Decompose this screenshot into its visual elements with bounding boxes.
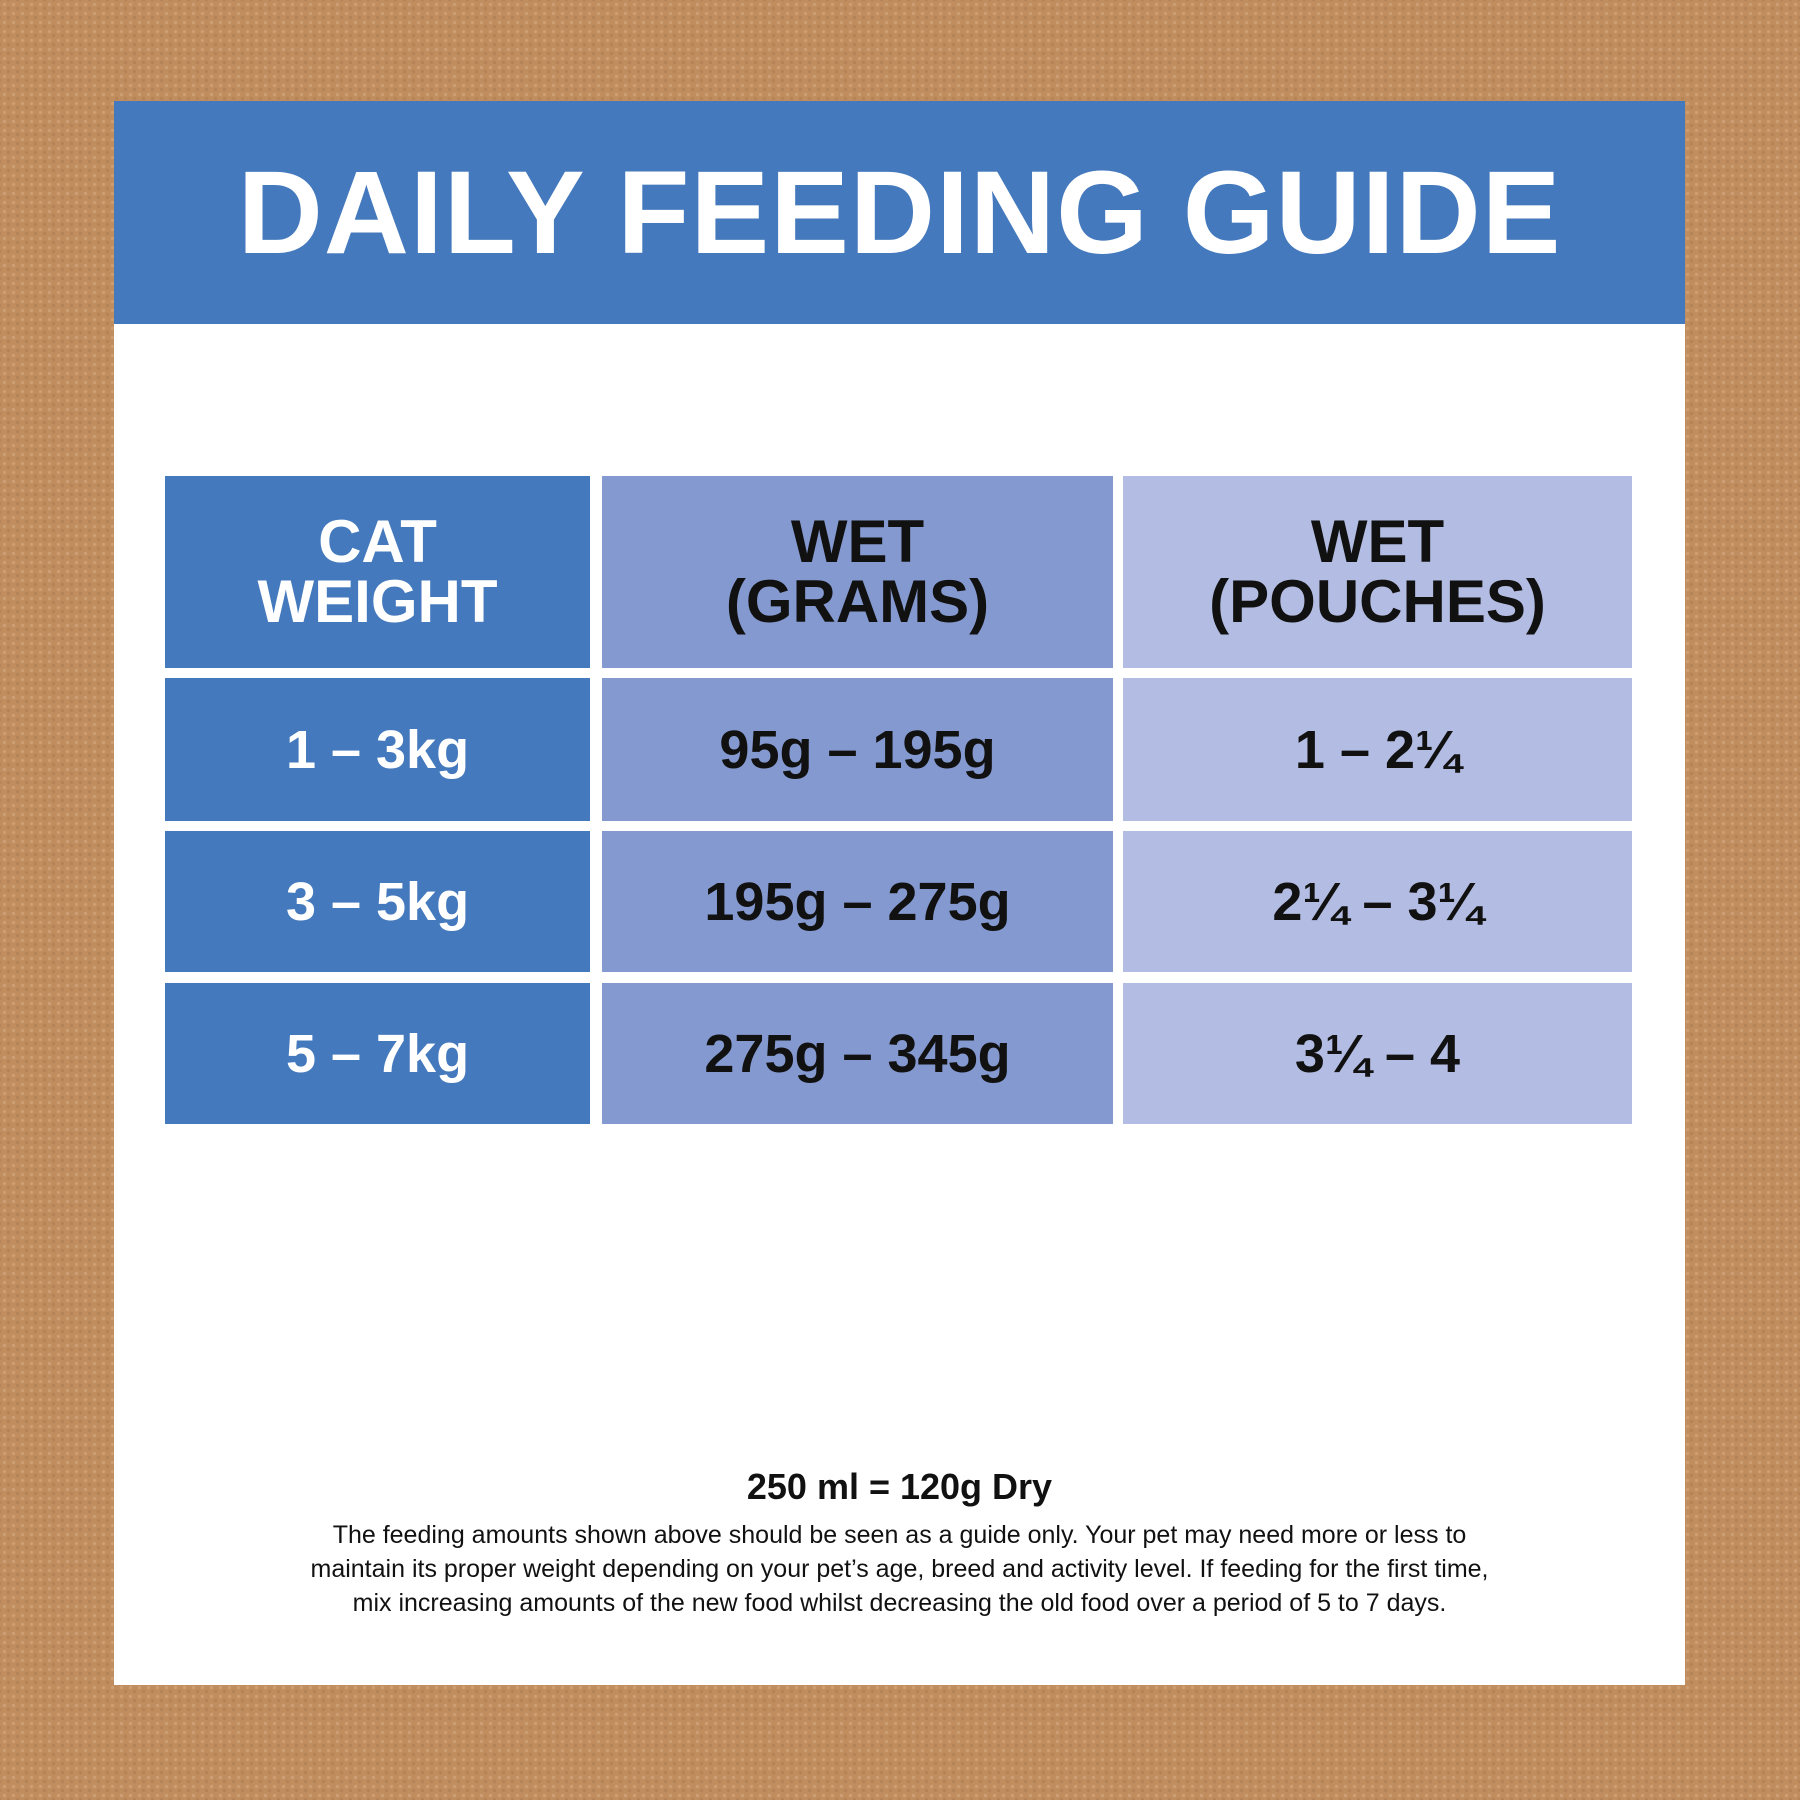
feeding-guide-card: DAILY FEEDING GUIDE CAT WEIGHT WET (GRAMS)…	[114, 101, 1685, 1685]
note-line: The feeding amounts shown above should b…	[332, 1521, 1467, 1549]
header-line: (GRAMS)	[725, 568, 990, 635]
header-wet-pouches: WET (POUCHES)	[1123, 476, 1632, 668]
note-line: maintain its proper weight depending on …	[310, 1555, 1489, 1583]
header-wet-grams: WET (GRAMS)	[602, 476, 1113, 668]
table-cell-grams: 275g – 345g	[602, 983, 1113, 1124]
dry-conversion: 250 ml = 120g Dry	[746, 1466, 1053, 1507]
footer: 250 ml = 120g Dry The feeding amounts sh…	[154, 1466, 1645, 1620]
header-line: WET	[1310, 508, 1445, 575]
table-cell-grams: 195g – 275g	[602, 831, 1113, 972]
header-line: WET	[790, 508, 925, 575]
header-line: CAT	[318, 508, 437, 575]
note-line: mix increasing amounts of the new food w…	[352, 1589, 1447, 1617]
table-cell-weight: 5 – 7kg	[165, 983, 590, 1124]
table-cell-grams: 95g – 195g	[602, 678, 1113, 821]
table-cell-pouches: 3¼ – 4	[1123, 983, 1632, 1124]
table-cell-weight: 1 – 3kg	[165, 678, 590, 821]
page-title: DAILY FEEDING GUIDE	[237, 146, 1562, 279]
header-line: WEIGHT	[257, 568, 498, 635]
table-cell-weight: 3 – 5kg	[165, 831, 590, 972]
feeding-note: The feeding amounts shown above should b…	[154, 1518, 1645, 1620]
table-cell-pouches: 1 – 2¼	[1123, 678, 1632, 821]
header-cat-weight: CAT WEIGHT	[165, 476, 590, 668]
title-banner: DAILY FEEDING GUIDE	[114, 101, 1685, 324]
table-cell-pouches: 2¼ – 3¼	[1123, 831, 1632, 972]
header-line: (POUCHES)	[1209, 568, 1546, 635]
